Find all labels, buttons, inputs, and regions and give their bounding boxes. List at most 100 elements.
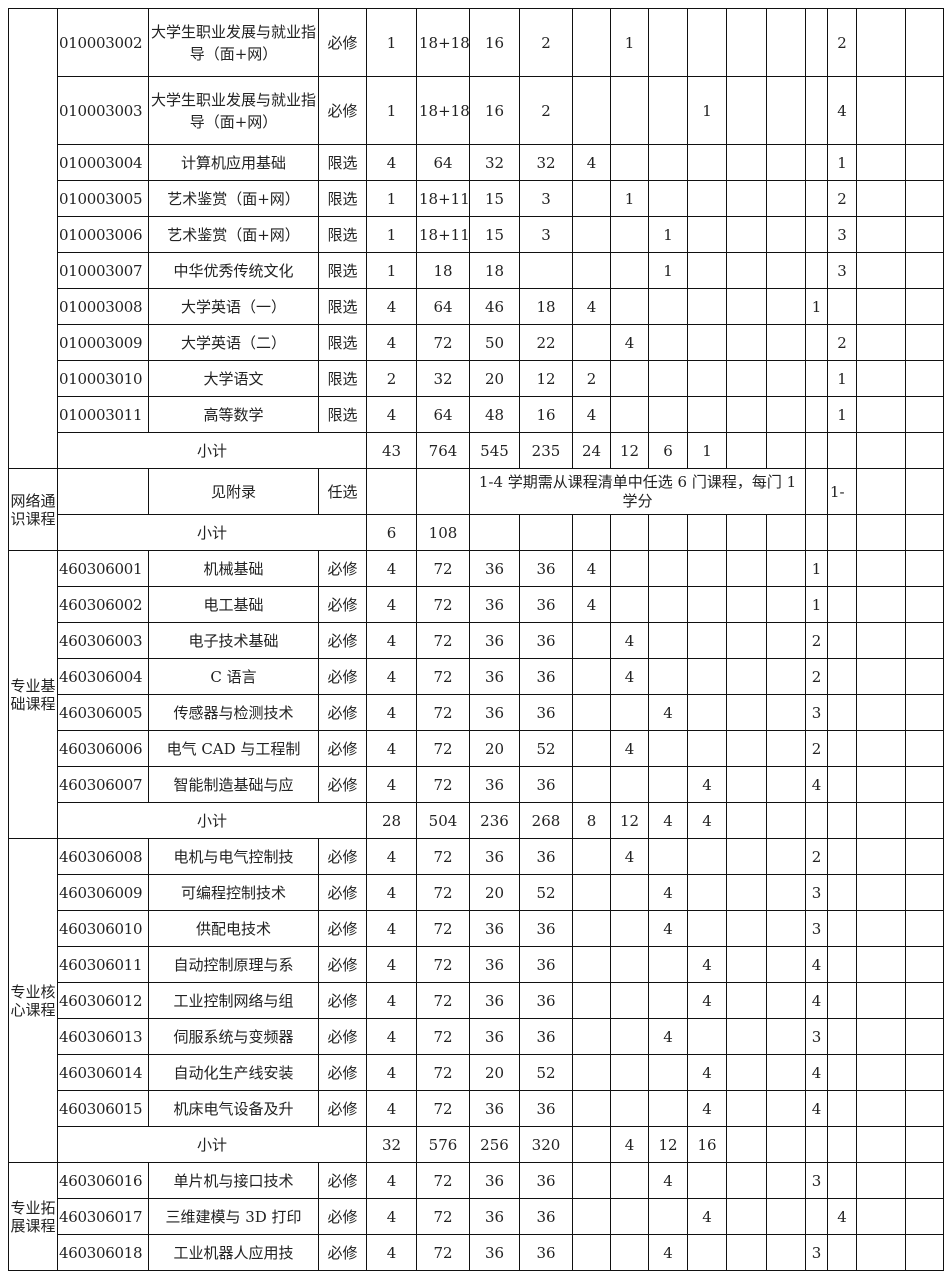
subtotal-credits: 32	[366, 1126, 417, 1163]
semester-hours	[766, 586, 806, 623]
semester-hours	[766, 1054, 806, 1091]
course-name: 自动控制原理与系	[148, 946, 319, 983]
assessment	[856, 288, 906, 325]
hours: 18+18	[416, 8, 470, 77]
assessment: 2	[805, 730, 828, 767]
assessment	[905, 1054, 944, 1091]
semester-hours	[648, 324, 688, 361]
assessment	[856, 622, 906, 659]
semester-hours	[766, 910, 806, 947]
semester-hours	[572, 216, 611, 253]
course-name: 伺服系统与变频器	[148, 1018, 319, 1055]
credits: 4	[366, 730, 417, 767]
semester-hours	[572, 1018, 611, 1055]
assessment: 3	[805, 1162, 828, 1199]
subtotal-theory	[469, 514, 520, 551]
assessment	[905, 514, 944, 551]
assessment	[905, 802, 944, 839]
course-code: 460306007	[57, 766, 149, 803]
semester-hours	[766, 1198, 806, 1235]
subtotal-semester	[648, 514, 688, 551]
subtotal-label: 小计	[57, 1126, 367, 1163]
semester-hours	[648, 730, 688, 767]
semester-hours	[687, 324, 727, 361]
course-type: 必修	[318, 766, 367, 803]
course-row: 专业核心课程 460306008 电机与电气控制技 必修 4 72 36 36 4 2	[8, 838, 944, 1163]
subtotal-semester: 4	[687, 802, 727, 839]
course-type: 限选	[318, 216, 367, 253]
hours: 72	[416, 874, 470, 911]
practice-hours: 36	[519, 1090, 573, 1127]
hours: 64	[416, 396, 470, 433]
semester-hours: 4	[648, 1234, 688, 1271]
assessment: 1	[827, 360, 857, 397]
course-row: 460306003 电子技术基础 必修 4 72 36 36 4 2	[9, 622, 944, 659]
semester-hours	[648, 838, 688, 875]
semester-hours	[572, 946, 611, 983]
semester-hours	[572, 874, 611, 911]
assessment: 2	[805, 622, 828, 659]
subtotal-practice: 268	[519, 802, 573, 839]
course-name: 机床电气设备及升	[148, 1090, 319, 1127]
theory-hours: 36	[469, 766, 520, 803]
assessment	[827, 802, 857, 839]
semester-hours	[726, 730, 767, 767]
credits: 4	[366, 658, 417, 695]
practice-hours: 3	[519, 216, 573, 253]
semester-hours	[726, 8, 767, 77]
semester-hours	[766, 694, 806, 731]
course-type: 限选	[318, 360, 367, 397]
course-row: 460306018 工业机器人应用技 必修 4 72 36 36 4 3	[9, 1234, 944, 1271]
course-name: 中华优秀传统文化	[148, 252, 319, 289]
course-code	[57, 468, 149, 515]
semester-hours	[726, 694, 767, 731]
course-row: 010003002 大学生职业发展与就业指导（面+网） 必修 1 18+18 16 2 1 2	[8, 8, 944, 469]
semester-hours: 4	[610, 622, 649, 659]
hours: 64	[416, 288, 470, 325]
practice-hours: 36	[519, 658, 573, 695]
course-code: 460306014	[57, 1054, 149, 1091]
assessment	[856, 8, 906, 77]
semester-hours	[648, 766, 688, 803]
course-name: 见附录	[148, 468, 319, 515]
semester-hours: 4	[648, 1162, 688, 1199]
course-type: 限选	[318, 324, 367, 361]
course-row: 010003004 计算机应用基础 限选 4 64 32 32 4 1	[9, 144, 944, 181]
hours: 32	[416, 360, 470, 397]
theory-hours: 36	[469, 586, 520, 623]
assessment	[856, 144, 906, 181]
assessment	[805, 396, 828, 433]
course-name: 工业机器人应用技	[148, 1234, 319, 1271]
subtotal-semester: 24	[572, 432, 611, 469]
semester-hours	[687, 1018, 727, 1055]
subtotal-practice: 235	[519, 432, 573, 469]
credits: 4	[366, 1234, 417, 1271]
course-row: 010003003 大学生职业发展与就业指导（面+网） 必修 1 18+18 16 2 1 4	[9, 76, 944, 145]
assessment	[827, 622, 857, 659]
course-name: 智能制造基础与应	[148, 766, 319, 803]
subtotal-semester: 6	[648, 432, 688, 469]
assessment	[905, 838, 944, 875]
semester-hours	[766, 144, 806, 181]
semester-hours	[610, 910, 649, 947]
theory-hours: 36	[469, 1018, 520, 1055]
assessment	[905, 76, 944, 145]
assessment: 3	[805, 874, 828, 911]
semester-hours	[610, 396, 649, 433]
hours: 72	[416, 622, 470, 659]
subtotal-theory: 256	[469, 1126, 520, 1163]
semester-hours	[687, 1162, 727, 1199]
semester-hours	[687, 910, 727, 947]
course-row: 010003007 中华优秀传统文化 限选 1 18 18 1 3	[9, 252, 944, 289]
subtotal-semester: 12	[610, 432, 649, 469]
course-row: 010003008 大学英语（一） 限选 4 64 46 18 4 1	[9, 288, 944, 325]
assessment: 2	[805, 658, 828, 695]
semester-hours	[610, 1090, 649, 1127]
assessment	[827, 432, 857, 469]
assessment	[827, 910, 857, 947]
assessment	[856, 874, 906, 911]
course-type: 限选	[318, 288, 367, 325]
theory-hours: 20	[469, 360, 520, 397]
theory-hours: 46	[469, 288, 520, 325]
